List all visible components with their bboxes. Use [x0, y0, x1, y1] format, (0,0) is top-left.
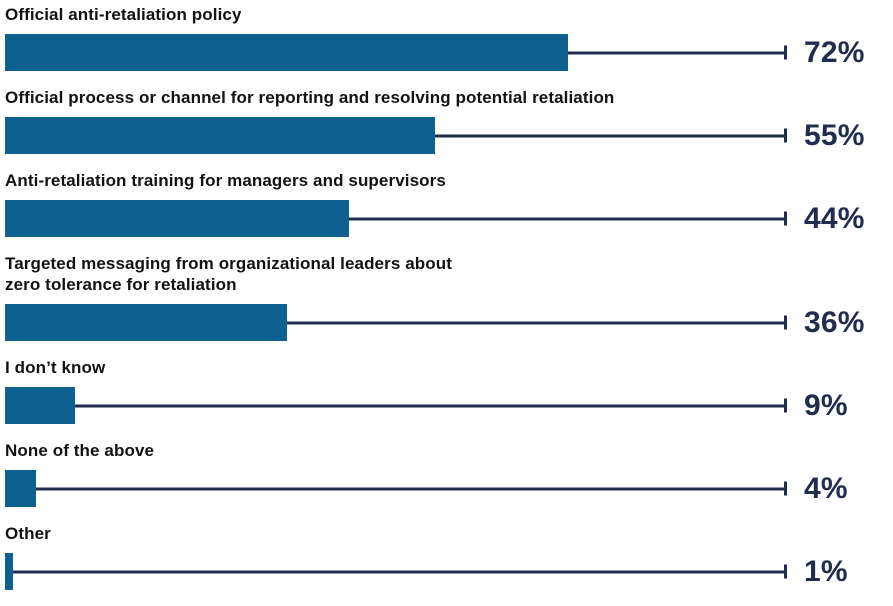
bar	[5, 200, 350, 237]
bar-track	[5, 387, 787, 424]
bar-track	[5, 553, 787, 590]
bar-track	[5, 34, 787, 71]
connector-line	[349, 217, 787, 220]
bar-track	[5, 470, 787, 507]
value-label: 36%	[804, 305, 865, 339]
value-label: 72%	[804, 35, 865, 69]
bar	[5, 117, 436, 154]
bar	[5, 470, 37, 507]
connector-line	[435, 134, 787, 137]
bar	[5, 553, 13, 590]
value-label: 4%	[804, 471, 848, 505]
connector-line	[36, 487, 787, 490]
connector-line	[75, 404, 787, 407]
bar-row: Anti-retaliation training for managers a…	[5, 170, 893, 237]
category-label: I don’t know	[5, 358, 106, 377]
bar-row: Official anti-retaliation policy 72%	[5, 4, 893, 71]
value-label: 1%	[804, 554, 848, 588]
horizontal-bar-chart: Official anti-retaliation policy 72% Off…	[5, 4, 893, 590]
bar-row: I don’t know 9%	[5, 357, 893, 424]
value-label: 44%	[804, 201, 865, 235]
connector-line	[12, 570, 787, 573]
value-label: 9%	[804, 388, 848, 422]
category-label: Official anti-retaliation policy	[5, 5, 242, 24]
bar-row: Official process or channel for reportin…	[5, 87, 893, 154]
category-label: None of the above	[5, 441, 155, 460]
category-label: Official process or channel for reportin…	[5, 88, 615, 107]
bar-row: Targeted messaging from organizational l…	[5, 253, 893, 341]
bar-row: Other 1%	[5, 523, 893, 590]
bar-track	[5, 304, 787, 341]
connector-line	[286, 321, 787, 324]
bar-track	[5, 117, 787, 154]
bar-track	[5, 200, 787, 237]
bar	[5, 304, 287, 341]
bar	[5, 34, 569, 71]
category-label: Other	[5, 524, 51, 543]
bar-row: None of the above 4%	[5, 440, 893, 507]
category-label: Anti-retaliation training for managers a…	[5, 171, 446, 190]
category-label: Targeted messaging from organizational l…	[5, 254, 452, 294]
connector-line	[568, 51, 787, 54]
bar	[5, 387, 76, 424]
value-label: 55%	[804, 118, 865, 152]
